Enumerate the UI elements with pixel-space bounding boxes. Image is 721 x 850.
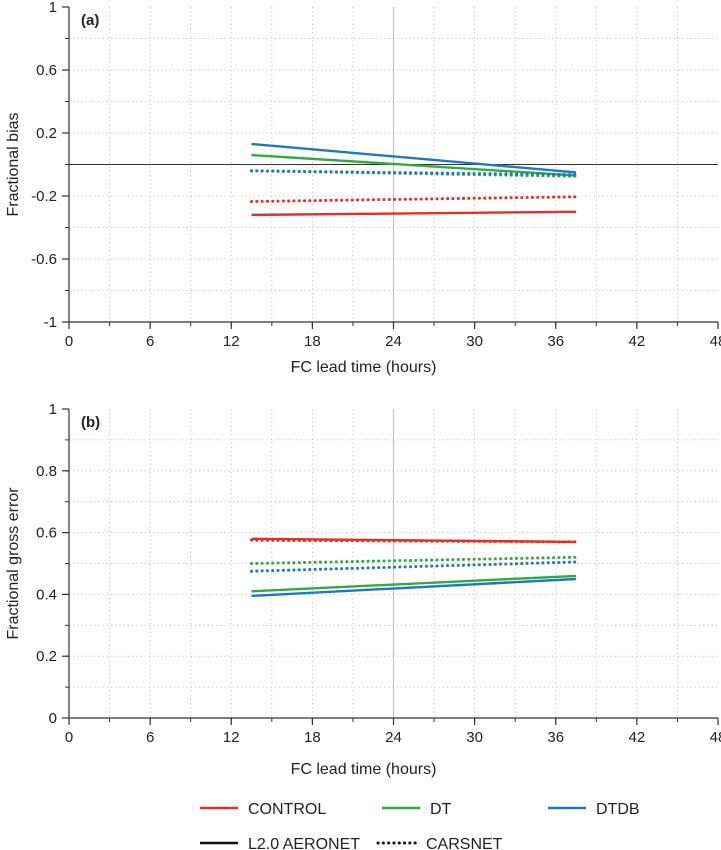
y-tick-label: -0.6 (31, 251, 57, 268)
y-tick-label: 0.2 (36, 125, 57, 142)
x-axis-label: FC lead time (hours) (291, 761, 437, 778)
panel-label: (a) (81, 12, 99, 29)
y-axis-label: Fractional bias (5, 112, 22, 216)
x-tick-label: 42 (629, 333, 646, 350)
series-line-dtdb-aeronet (251, 577, 577, 598)
y-tick-label: 0 (49, 710, 57, 727)
x-tick-label: 6 (146, 333, 154, 350)
y-tick-label: -1 (44, 314, 57, 331)
panel-label: (b) (81, 414, 100, 431)
x-axis-label: FC lead time (hours) (291, 359, 437, 376)
x-tick-label: 18 (304, 333, 321, 350)
x-tick-label: 12 (223, 729, 240, 746)
x-tick-label: 30 (466, 729, 483, 746)
y-axis-label: Fractional gross error (5, 487, 22, 640)
x-tick-label: 36 (547, 729, 564, 746)
x-tick-label: 30 (466, 333, 483, 350)
y-tick-label: 0.8 (36, 463, 57, 480)
x-tick-label: 6 (146, 729, 154, 746)
series-line-dtdb-aeronet (251, 142, 577, 174)
x-tick-label: 18 (304, 729, 321, 746)
x-tick-label: 36 (547, 333, 564, 350)
series-line-control-aeronet (251, 210, 577, 217)
x-tick-label: 42 (629, 729, 646, 746)
series-line-dt-aeronet (251, 153, 577, 177)
x-tick-label: 48 (710, 333, 721, 350)
series-line-dtdb-carsnet (250, 169, 578, 177)
y-tick-label: 0.2 (36, 648, 57, 665)
chart-panel-2: 0 6 12 18 24 30 36 42 48 0 0.2 0.4 0.6 0.8 1 (b) FC lead… (5, 401, 721, 778)
x-tick-label: 24 (385, 729, 402, 746)
x-tick-label: 48 (710, 729, 721, 746)
x-tick-label: 12 (223, 333, 240, 350)
legend-label-control: CONTROL (248, 801, 326, 818)
x-tick-label: 0 (65, 333, 73, 350)
series-line-dtdb-carsnet (250, 560, 578, 573)
legend-label-dtdb: DTDB (596, 801, 640, 818)
y-tick-label: -0.2 (31, 188, 57, 205)
legend-label-dt: DT (430, 801, 452, 818)
series-line-dt-carsnet (250, 555, 578, 565)
y-tick-label: 1 (49, 0, 57, 16)
series-line-control-carsnet (250, 538, 578, 544)
y-tick-label: 0.6 (36, 62, 57, 79)
y-tick-label: 0.6 (36, 525, 57, 542)
legend-style-label-solid: L2.0 AERONET (248, 836, 360, 850)
chart-panel-1: 0 6 12 18 24 30 36 42 48 -1 -0.6 -0.2 0.2 0.6 1 (a) FC l… (5, 0, 721, 376)
x-tick-label: 24 (385, 333, 402, 350)
y-tick-label: 0.4 (36, 586, 57, 603)
y-tick-label: 1 (49, 401, 57, 418)
x-tick-label: 0 (65, 729, 73, 746)
legend-style-label-dotted: CARSNET (426, 836, 503, 850)
series-line-control-carsnet (250, 195, 578, 203)
series-line-dt-aeronet (251, 574, 577, 593)
legend: CONTROL DT DTDB L2.0 AERONET CARSNET (200, 801, 640, 850)
